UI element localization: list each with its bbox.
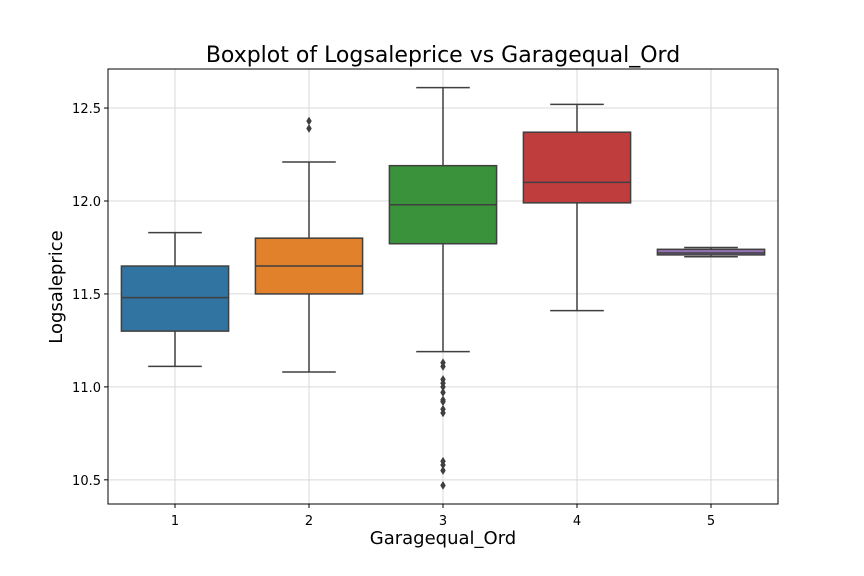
x-tick-label: 3: [439, 514, 447, 529]
outlier-point: [440, 466, 446, 476]
y-axis-label: Logsaleprice: [46, 230, 67, 343]
x-tick-label: 2: [305, 514, 313, 529]
x-tick-label: 5: [707, 514, 715, 529]
x-tick-label: 4: [573, 514, 581, 529]
box-group-2: [254, 116, 364, 373]
y-tick-label: 12.5: [72, 102, 101, 117]
box-group-3: [388, 86, 498, 490]
y-tick-label: 12.0: [72, 195, 101, 210]
tick-layer: 10.5 11.0 11.5 12.0 12.5 1 2 3 4 5: [72, 102, 715, 529]
box-iqr: [120, 265, 230, 332]
y-tick-label: 10.5: [72, 474, 101, 489]
x-tick-label: 1: [171, 514, 179, 529]
outlier-point: [440, 480, 446, 490]
x-axis-label: Garagequal_Ord: [370, 528, 516, 549]
outlier-point: [440, 408, 446, 418]
y-tick-label: 11.0: [72, 381, 101, 396]
box-group-1: [120, 231, 230, 368]
outlier-point: [306, 116, 312, 126]
chart-title: Boxplot of Logsaleprice vs Garagequal_Or…: [206, 43, 680, 68]
outlier-point: [306, 124, 312, 133]
box-layer: [120, 86, 766, 490]
box-iqr: [656, 248, 766, 256]
box-group-5: [656, 246, 766, 258]
outlier-point: [440, 361, 446, 371]
y-tick-label: 11.5: [72, 288, 101, 303]
box-group-4: [522, 103, 632, 312]
box-iqr: [522, 131, 632, 204]
